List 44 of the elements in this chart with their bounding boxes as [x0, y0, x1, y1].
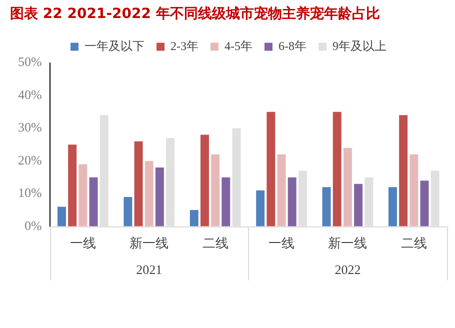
bar	[155, 168, 164, 226]
legend-label: 4-5年	[224, 38, 252, 53]
bar	[134, 141, 143, 226]
bar	[222, 177, 230, 226]
bar	[322, 187, 331, 226]
x-tick-label: 一线	[268, 236, 295, 251]
bar	[288, 177, 296, 226]
x-tick-label: 二线	[400, 236, 427, 251]
x-tick-label: 一线	[70, 236, 96, 251]
bar	[256, 190, 265, 226]
legend-label: 一年及以下	[84, 38, 145, 53]
y-tick-label: 10%	[18, 185, 42, 200]
bar	[388, 187, 397, 226]
bar	[332, 112, 342, 226]
bar	[420, 180, 429, 226]
bar	[200, 134, 209, 226]
y-tick-label: 30%	[18, 120, 42, 135]
chart-title: 图表 22 2021-2022 年不同线级城市宠物主养宠年龄占比	[10, 5, 380, 22]
bar	[277, 154, 286, 226]
text: 2021	[136, 262, 162, 277]
bar	[124, 196, 132, 226]
x-tick-label: 二线	[202, 236, 228, 251]
bar	[190, 210, 198, 226]
bar	[343, 148, 352, 226]
y-tick-label: 0%	[24, 218, 42, 233]
legend-label: 2-3年	[170, 38, 199, 53]
bar	[78, 164, 88, 226]
legend-label: 6-8年	[278, 38, 306, 53]
bar	[68, 144, 77, 226]
y-tick-label: 50%	[18, 54, 42, 70]
bar	[58, 206, 66, 226]
legend-label: 9年及以上	[332, 38, 386, 53]
x-tick-label: 新一线	[130, 236, 169, 251]
bar	[89, 177, 98, 226]
text: 2022	[334, 262, 361, 277]
y-tick-label: 20%	[18, 152, 42, 168]
bar	[144, 160, 154, 226]
bar	[410, 154, 418, 226]
bar	[266, 112, 276, 226]
bar	[399, 115, 408, 226]
y-tick-label: 40%	[18, 86, 42, 102]
x-tick-label: 新一线	[328, 236, 368, 251]
bar	[211, 154, 220, 226]
bar	[354, 184, 363, 226]
